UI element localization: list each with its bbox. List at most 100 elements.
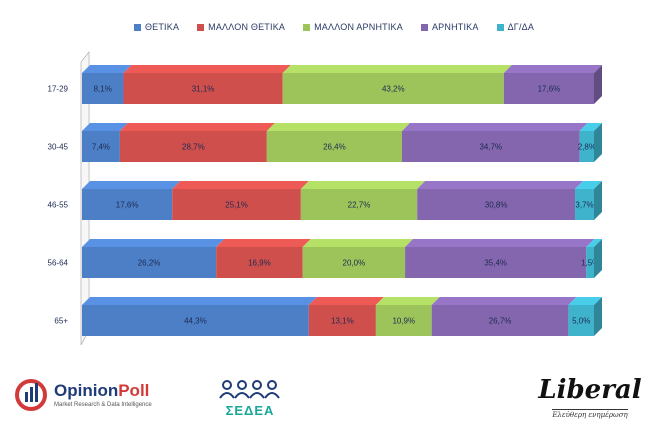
seaea-logo: ΣΕΔΕΑ [210,378,290,418]
data-label: 44,3% [184,317,207,326]
bar-segment [575,189,594,220]
data-label: 28,7% [182,143,205,152]
bar-segment [82,131,120,162]
bar-segment [266,131,402,162]
bar-segment [375,305,432,336]
bar-segment [503,73,594,104]
bar-segment [586,247,594,278]
data-label: 20,0% [343,259,366,268]
liberal-tagline: Ελεύθερη ενημέρωση [552,409,628,419]
bar-segment [82,305,309,336]
data-label: 17,6% [116,201,139,210]
legend-item-2: ΜΑΛΛΟΝ ΑΡΝΗΤΙΚΑ [303,22,403,32]
category-label: 30-45 [48,143,69,152]
legend-swatch [420,23,428,31]
bar-top-face [82,239,225,247]
bar-segment [82,189,173,220]
bar-top-face [302,239,414,247]
bar-side-face [594,65,602,104]
bar-top-face [300,181,426,189]
bar-top-face [575,181,602,189]
bar-segment [172,189,301,220]
data-label: 8,1% [94,85,112,94]
opinion-poll-icon [15,379,47,411]
data-label: 7,4% [92,143,110,152]
bar-top-face [82,123,128,131]
bar-segment [82,73,124,104]
data-label: 16,9% [248,259,271,268]
footer-logos: OpinionPoll Market Research & Data Intel… [0,370,668,441]
liberal-logo: Liberal Ελεύθερη ενημέρωση [530,376,650,422]
seaea-name: ΣΕΔΕΑ [225,403,275,418]
data-label: 34,7% [479,143,502,152]
bar-side-face [594,181,602,220]
bar-side-face [594,239,602,278]
legend-item-1: ΜΑΛΛΟΝ ΘΕΤΙΚΑ [197,22,285,32]
legend-label: ΑΡΝΗΤΙΚΑ [431,22,479,32]
bar-top-face [431,297,577,305]
stacked-bar-chart: 8,1% 31,1% 43,2% 17,6% 17-29 7,4% 28,7% 26,4% 34… [48,50,602,346]
data-label: 35,4% [484,259,507,268]
legend-swatch [133,23,141,31]
bar-top-face [216,239,311,247]
data-label: 26,4% [323,143,346,152]
bar-top-face [82,297,317,305]
bar-top-face [405,239,595,247]
people-group-icon [219,380,280,399]
legend-label: ΜΑΛΛΟΝ ΑΡΝΗΤΙΚΑ [314,22,403,32]
bar-segment [417,189,576,220]
bar-segment [405,247,587,278]
bar-segment [402,131,580,162]
category-label: 65+ [54,317,68,326]
bar-top-face [579,123,602,131]
bar-side-face [594,297,602,336]
legend-item-3: ΑΡΝΗΤΙΚΑ [420,22,479,32]
bar-top-face [282,65,512,73]
bar-segment [282,73,504,104]
legend-label: ΔΓ/ΔΑ [507,22,535,32]
data-label: 31,1% [192,85,215,94]
data-label: 5,0% [572,317,590,326]
bar-segment [302,247,406,278]
bar-segment [579,131,594,162]
legend-swatch [197,23,205,31]
bar-top-face [402,123,588,131]
bar-top-face [308,297,384,305]
data-label: 1,5% [581,259,599,268]
data-label: 2,8% [578,143,596,152]
bar-top-face [123,65,291,73]
legend-item-4: ΔΓ/ΔΑ [496,22,535,32]
bar-top-face [172,181,309,189]
category-label: 17-29 [48,85,69,94]
bar-top-face [119,123,275,131]
data-label: 10,9% [392,317,415,326]
opinion-poll-tagline: Market Research & Data Intelligence [54,402,152,408]
category-label: 46-55 [48,201,69,210]
bar-top-face [417,181,584,189]
data-label: 30,8% [485,201,508,210]
opinion-poll-name: OpinionPoll [54,381,150,400]
bar-segment [431,305,569,336]
liberal-name: Liberal [538,375,642,405]
bar-top-face [82,181,181,189]
legend-label: ΘΕΤΙΚΑ [144,22,180,32]
bar-top-face [266,123,410,131]
bar-top-face [375,297,440,305]
bar-segment [216,247,303,278]
opinion-poll-logo: OpinionPoll Market Research & Data Intel… [14,378,152,412]
bar-top-face [586,239,602,247]
data-label: 17,6% [538,85,561,94]
category-label: 56-64 [48,259,69,268]
legend-swatch [496,23,504,31]
bar-top-face [568,297,602,305]
bar-top-face [82,65,132,73]
data-label: 26,2% [138,259,161,268]
data-label: 13,1% [331,317,354,326]
bar-segment [300,189,418,220]
legend-label: ΜΑΛΛΟΝ ΘΕΤΙΚΑ [208,22,286,32]
bar-segment [82,247,217,278]
data-label: 25,1% [225,201,248,210]
bar-top-face [503,65,602,73]
bar-segment [568,305,594,336]
data-label: 3,7% [575,201,593,210]
